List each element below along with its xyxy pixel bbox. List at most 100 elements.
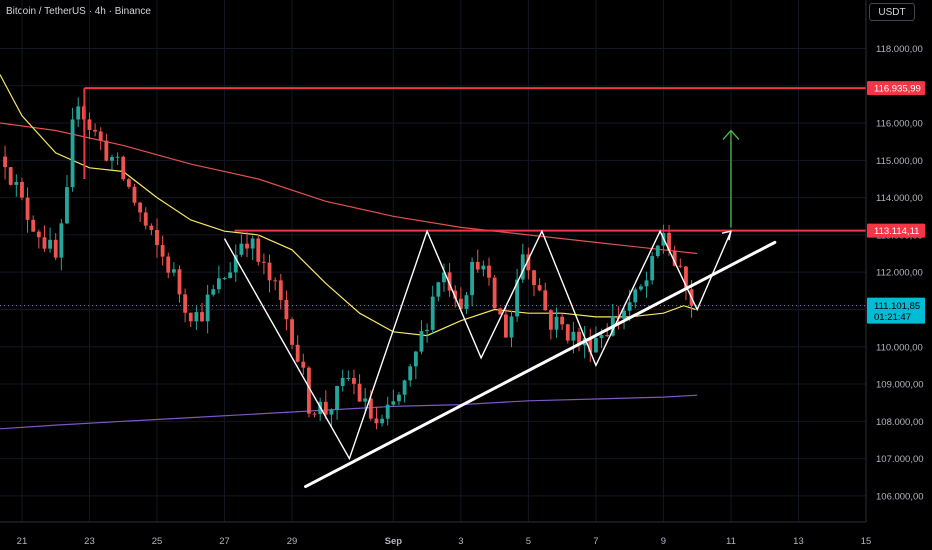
- time-tick-label: 25: [152, 536, 163, 547]
- candle: [650, 252, 655, 285]
- candle: [340, 369, 345, 392]
- target-arrowhead: [722, 129, 740, 140]
- candle: [290, 317, 294, 350]
- time-tick-label: 15: [861, 536, 872, 547]
- candle: [194, 306, 199, 331]
- candle: [593, 326, 598, 353]
- candle: [374, 406, 379, 430]
- resistance-mid-tag: 113.114,11: [874, 226, 919, 237]
- candle: [577, 327, 581, 352]
- candle: [678, 258, 683, 269]
- time-axis[interactable]: 21 23 25 27 29 Sep 3 5 7 9 11 13 15: [17, 536, 872, 547]
- candle: [222, 276, 227, 280]
- last-price-tag-bg: [867, 297, 925, 324]
- candle: [357, 374, 362, 402]
- candle: [8, 166, 13, 186]
- candle: [278, 273, 283, 310]
- drawings: [223, 129, 777, 489]
- candle: [447, 263, 452, 297]
- candle: [475, 249, 480, 273]
- price-axis[interactable]: 118.000,00117.000,00116.000,00115.000,00…: [876, 44, 924, 502]
- candle: [205, 285, 210, 334]
- candle: [402, 379, 407, 403]
- candle: [543, 282, 548, 311]
- price-tick-label: 108.000,00: [876, 417, 924, 428]
- candle: [261, 253, 266, 275]
- candle: [284, 290, 289, 331]
- candle: [36, 229, 41, 249]
- candle: [639, 284, 643, 292]
- candles: [3, 97, 694, 430]
- candle: [464, 291, 469, 314]
- candle: [363, 388, 368, 414]
- candle: [335, 385, 339, 420]
- currency-button[interactable]: USDT: [869, 3, 915, 21]
- time-tick-label: 23: [84, 536, 95, 547]
- candle: [138, 201, 143, 222]
- candle: [233, 244, 238, 282]
- chart-title: Bitcoin / TetherUS · 4h · Binance: [6, 6, 151, 17]
- resistance-mid-tag-bg: [867, 223, 925, 238]
- candle: [458, 287, 463, 312]
- candle: [256, 234, 261, 266]
- candle: [239, 234, 244, 257]
- ema-purple-line: [0, 394, 698, 430]
- candle: [115, 152, 120, 166]
- candle: [295, 335, 300, 363]
- candle: [644, 271, 649, 298]
- candle: [48, 227, 52, 253]
- zigzag-pattern[interactable]: [223, 229, 732, 461]
- candle: [76, 97, 81, 128]
- candle: [442, 263, 446, 292]
- time-tick-label: 3: [458, 536, 463, 547]
- time-tick-label: Sep: [385, 536, 403, 547]
- candle: [143, 207, 148, 230]
- candle: [520, 243, 525, 284]
- candle: [65, 174, 69, 225]
- candle: [104, 133, 109, 162]
- candle: [329, 408, 334, 428]
- candle: [655, 244, 660, 259]
- candle-countdown: 01:21:47: [874, 312, 911, 323]
- candle: [166, 252, 171, 279]
- candle: [228, 262, 233, 279]
- candle: [59, 218, 64, 271]
- candle: [200, 302, 204, 322]
- candle: [42, 225, 47, 252]
- candle: [307, 366, 311, 418]
- candle: [588, 328, 593, 362]
- candle: [515, 268, 520, 322]
- candle: [560, 314, 565, 331]
- price-tick-label: 114.000,00: [876, 193, 923, 204]
- candle: [250, 235, 255, 261]
- ema-yellow-line: [0, 74, 696, 337]
- candle: [216, 265, 221, 294]
- time-tick-label: 21: [17, 536, 28, 547]
- candle: [188, 312, 193, 328]
- candle: [301, 353, 306, 375]
- time-tick-label: 5: [526, 536, 531, 547]
- candle: [430, 285, 435, 335]
- candle: [554, 307, 559, 338]
- candle: [273, 277, 278, 291]
- candle: [312, 412, 317, 418]
- candle: [565, 323, 570, 344]
- price-tick-label: 107.000,00: [876, 454, 924, 465]
- candle: [245, 231, 249, 258]
- candle: [126, 177, 131, 189]
- candle: [25, 187, 30, 233]
- candle: [211, 284, 216, 297]
- last-price-tag: 111.101,85: [874, 301, 920, 312]
- candle: [380, 414, 384, 427]
- time-tick-label: 29: [287, 536, 298, 547]
- candle: [132, 183, 137, 206]
- candle: [633, 287, 638, 309]
- price-tick-label: 115.000,00: [876, 156, 923, 167]
- candle: [537, 278, 542, 292]
- candle: [419, 320, 424, 355]
- support-trendline[interactable]: [304, 240, 777, 489]
- candle: [323, 390, 328, 420]
- candle: [177, 265, 182, 303]
- candle: [492, 274, 497, 310]
